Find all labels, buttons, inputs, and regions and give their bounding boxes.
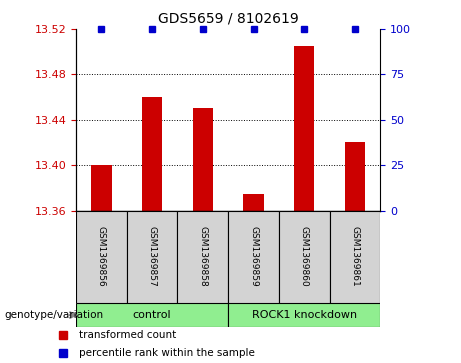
Bar (193, 109, 213, 211)
Text: genotype/variation: genotype/variation (5, 310, 104, 320)
Text: GSM1369859: GSM1369859 (249, 227, 258, 287)
Bar (279, 211, 330, 303)
Bar (76, 303, 228, 327)
Text: transformed count: transformed count (79, 330, 177, 340)
Text: GSM1369856: GSM1369856 (97, 227, 106, 287)
Bar (330, 211, 380, 303)
Text: GSM1369857: GSM1369857 (148, 227, 157, 287)
Bar (243, 193, 264, 211)
Bar (228, 211, 279, 303)
Bar (294, 46, 314, 211)
Text: GSM1369860: GSM1369860 (300, 227, 309, 287)
Bar (91, 165, 112, 211)
Bar (177, 211, 228, 303)
Text: ROCK1 knockdown: ROCK1 knockdown (252, 310, 357, 320)
Bar (228, 303, 380, 327)
Text: control: control (133, 310, 171, 320)
Bar (345, 143, 365, 211)
Title: GDS5659 / 8102619: GDS5659 / 8102619 (158, 11, 299, 25)
Text: GSM1369861: GSM1369861 (350, 227, 360, 287)
Bar (142, 97, 162, 211)
Text: GSM1369858: GSM1369858 (198, 227, 207, 287)
Bar (76, 211, 127, 303)
Bar (127, 211, 177, 303)
Text: percentile rank within the sample: percentile rank within the sample (79, 348, 255, 358)
